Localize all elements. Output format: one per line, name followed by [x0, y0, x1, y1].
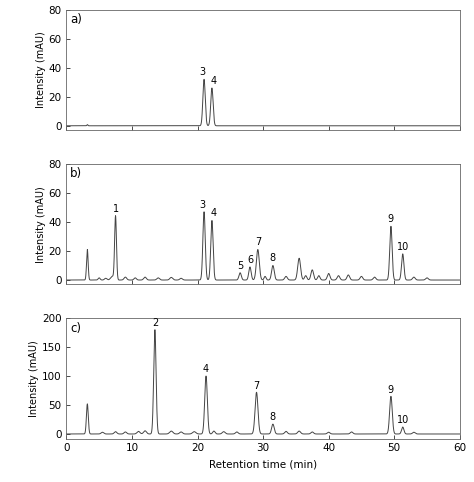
Text: c): c) [70, 322, 82, 335]
Text: 4: 4 [211, 208, 217, 218]
X-axis label: Retention time (min): Retention time (min) [209, 459, 317, 469]
Text: 5: 5 [237, 261, 243, 270]
Y-axis label: Intensity (mAU): Intensity (mAU) [36, 186, 46, 263]
Text: 3: 3 [199, 67, 205, 77]
Text: 8: 8 [270, 254, 276, 263]
Text: 4: 4 [203, 364, 209, 375]
Text: 10: 10 [397, 241, 409, 252]
Text: 3: 3 [199, 200, 205, 210]
Text: 9: 9 [388, 214, 394, 224]
Text: 6: 6 [247, 255, 253, 265]
Text: 2: 2 [152, 318, 158, 328]
Text: 7: 7 [255, 237, 261, 247]
Text: 9: 9 [388, 385, 394, 395]
Text: a): a) [70, 13, 82, 26]
Text: 10: 10 [397, 415, 409, 425]
Y-axis label: Intensity (mAU): Intensity (mAU) [29, 340, 39, 417]
Text: 8: 8 [270, 413, 276, 422]
Text: 4: 4 [211, 76, 217, 86]
Text: 7: 7 [254, 380, 260, 390]
Y-axis label: Intensity (mAU): Intensity (mAU) [36, 31, 46, 108]
Text: b): b) [70, 168, 82, 180]
Text: 1: 1 [112, 204, 118, 214]
